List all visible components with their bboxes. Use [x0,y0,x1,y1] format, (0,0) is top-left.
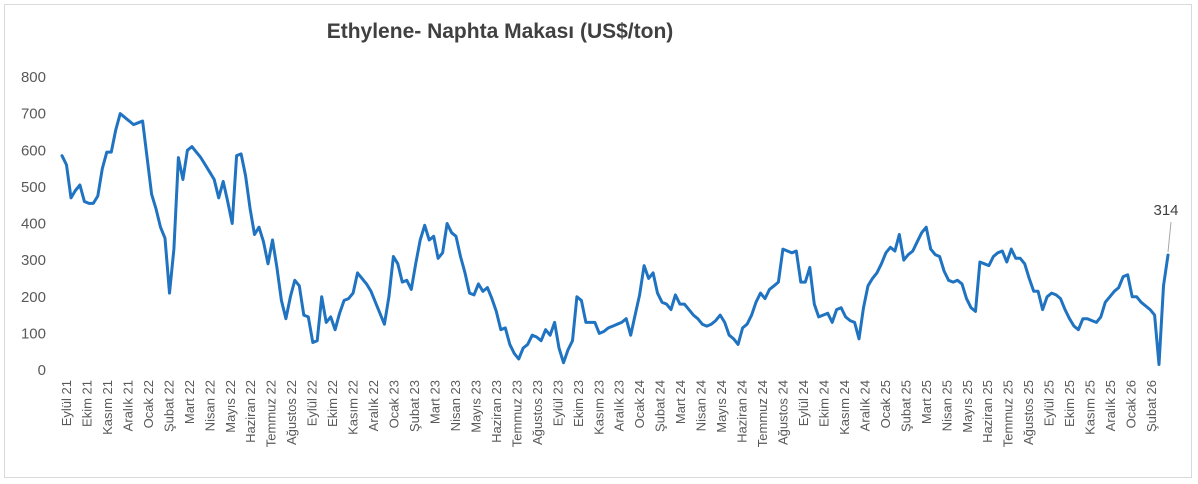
x-tick-label: Mayıs 23 [468,380,483,433]
x-tick-label: Haziran 24 [735,380,750,443]
x-tick-label: Şubat 23 [407,380,422,432]
y-tick-label: 0 [38,362,46,379]
data-labels: 314 [1153,202,1179,253]
y-tick-label: 800 [21,69,46,86]
x-tick-label: Kasım 23 [591,380,606,435]
x-tick-label: Eylül 23 [550,380,565,426]
last-value-data-label: 314 [1153,202,1178,219]
x-tick-label: Ekim 21 [80,380,95,427]
y-tick-label: 500 [21,179,46,196]
y-tick-label: 700 [21,106,46,123]
x-tick-label: Eylül 24 [796,380,811,426]
x-tick-label: Şubat 25 [898,380,913,432]
series-line-group [60,112,1170,366]
x-tick-label: Nisan 24 [694,380,709,431]
x-tick-label: Kasım 21 [100,380,115,435]
x-tick-label: Temmuz 22 [264,380,279,447]
x-tick-label: Eylül 22 [305,380,320,426]
x-tick-label: Ağustos 22 [284,380,299,445]
x-tick-label: Mayıs 24 [714,380,729,433]
x-tick-label: Aralık 23 [612,380,627,431]
y-axis: 0 100 200 300 400 500 600 700 800 [21,69,46,379]
x-tick-label: Haziran 22 [243,380,258,443]
x-tick-label: Kasım 24 [837,380,852,435]
y-tick-label: 200 [21,289,46,306]
x-tick-label: Ekim 24 [817,380,832,427]
x-tick-label: Ekim 23 [571,380,586,427]
x-tick-label: Mart 24 [673,380,688,424]
x-tick-label: Mart 22 [182,380,197,424]
x-tick-label: Mayıs 25 [960,380,975,433]
x-tick-label: Ocak 23 [387,380,402,428]
x-tick-label: Şubat 22 [161,380,176,432]
chart-frame [4,4,1192,478]
x-tick-label: Nisan 22 [202,380,217,431]
x-tick-label: Aralık 24 [857,380,872,431]
x-tick-label: Aralık 25 [1103,380,1118,431]
x-tick-label: Mart 25 [919,380,934,424]
x-axis: Eylül 21 Ekim 21 Kasım 21 Aralık 21 Ocak 22 Ş… [59,380,1159,447]
x-tick-label: Ağustos 25 [1021,380,1036,445]
x-tick-label: Ekim 22 [325,380,340,427]
x-tick-label: Temmuz 24 [755,380,770,447]
x-tick-label: Ocak 26 [1124,380,1139,428]
x-tick-label: Mayıs 22 [223,380,238,433]
x-tick-label: Mart 23 [428,380,443,424]
chart-title: Ethylene- Naphta Makası (US$/ton) [326,20,674,43]
y-tick-label: 300 [21,252,46,269]
x-tick-label: Ağustos 23 [530,380,545,445]
x-tick-label: Şubat 24 [653,380,668,432]
x-tick-label: Şubat 26 [1144,380,1159,432]
x-tick-label: Nisan 25 [939,380,954,431]
x-tick-label: Ocak 25 [878,380,893,428]
x-tick-label: Ocak 22 [141,380,156,428]
x-tick-label: Aralık 22 [366,380,381,431]
data-label-leader-line [1167,221,1172,253]
x-tick-label: Kasım 22 [346,380,361,435]
x-tick-label: Aralık 21 [120,380,135,431]
x-tick-label: Haziran 25 [980,380,995,443]
x-tick-label: Ocak 24 [632,380,647,428]
series-line [60,112,1170,366]
x-tick-label: Nisan 23 [448,380,463,431]
x-tick-label: Eylül 21 [59,380,74,426]
x-tick-label: Haziran 23 [489,380,504,443]
y-tick-label: 600 [21,142,46,159]
x-tick-label: Temmuz 23 [509,380,524,447]
x-tick-label: Kasım 25 [1083,380,1098,435]
x-tick-label: Temmuz 25 [1001,380,1016,447]
x-tick-label: Ekim 25 [1062,380,1077,427]
y-tick-label: 400 [21,216,46,233]
y-tick-label: 100 [21,325,46,342]
x-tick-label: Eylül 25 [1042,380,1057,426]
x-tick-label: Ağustos 24 [776,380,791,445]
